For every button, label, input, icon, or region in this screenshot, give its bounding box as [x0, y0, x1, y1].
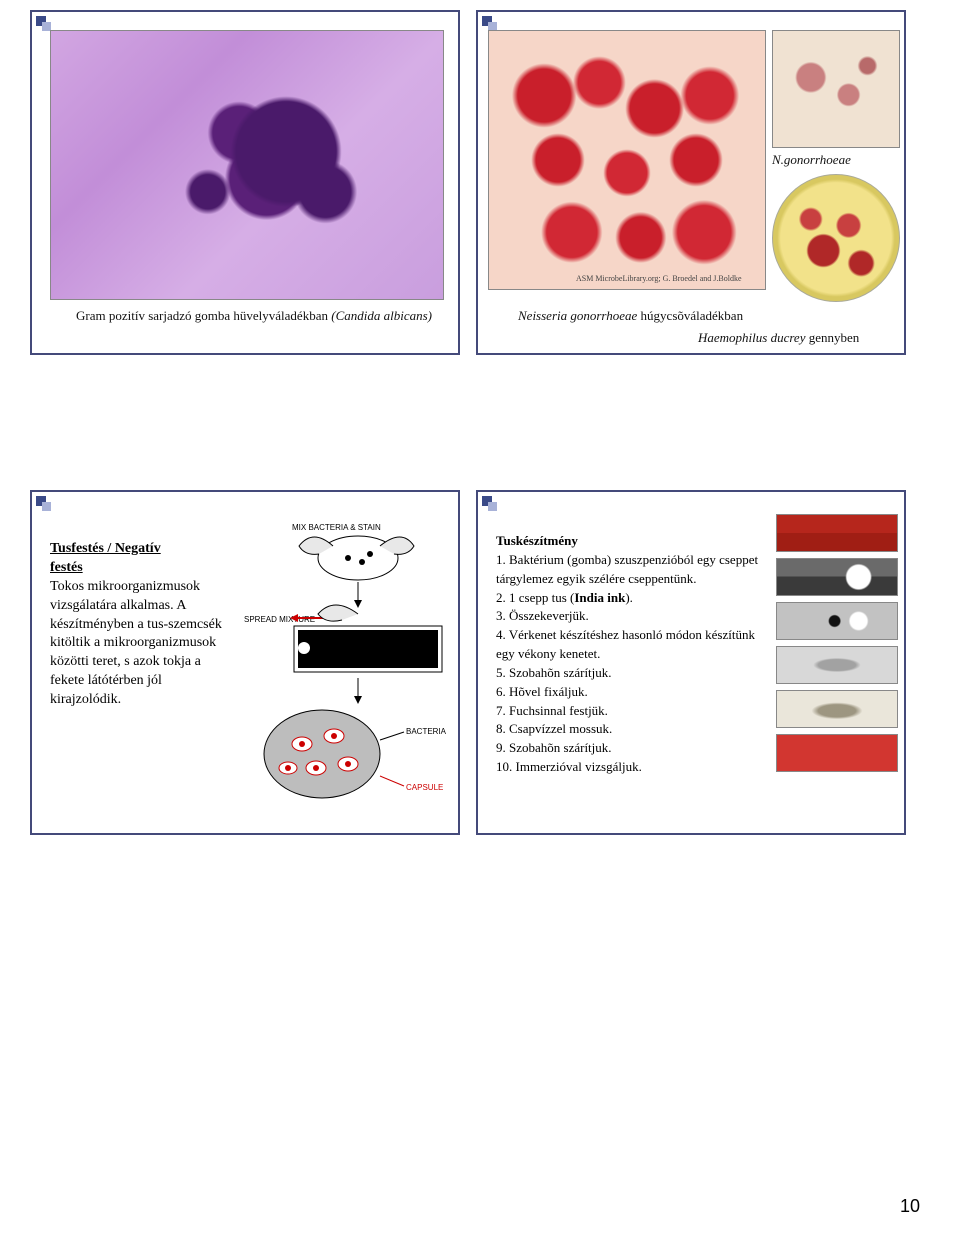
steps-heading: Tuskészítmény — [496, 533, 578, 548]
slide-bottom-left: Tusfestés / Negatív festés Tokos mikroor… — [30, 490, 460, 835]
thumb-2 — [776, 558, 898, 596]
step-7: 7. Fuchsinnal festjük. — [496, 703, 608, 718]
step-8: 8. Csapvízzel mossuk. — [496, 721, 612, 736]
step-9: 9. Szobahõn szárítjuk. — [496, 740, 612, 755]
image-credit: ASM MicrobeLibrary.org; G. Broedel and J… — [576, 274, 742, 283]
thumb-6 — [776, 734, 898, 772]
step-1: 1. Baktérium (gomba) szuszpenzióból egy … — [496, 552, 758, 586]
caption-italic: Haemophilus ducrey — [698, 330, 805, 345]
thumb-4 — [776, 646, 898, 684]
microscopy-small-top-image — [772, 30, 900, 148]
paragraph: Tokos mikroorganizmusok vizsgálatára alk… — [50, 579, 222, 707]
caption-rest: gennyben — [805, 330, 859, 345]
diagram-label-capsule: CAPSULE — [406, 783, 443, 792]
caption-rest: húgycsõváladékban — [637, 308, 743, 323]
slide-top-left: Gram pozitív sarjadzó gomba hüvelyváladé… — [30, 10, 460, 355]
corner-decoration — [36, 496, 54, 514]
caption-neisseria: Neisseria gonorrhoeae húgycsõváladékban — [518, 308, 778, 324]
ink-stain-diagram: MIX BACTERIA & STAIN SPREAD MIXTURE BACT… — [238, 518, 446, 818]
step-6: 6. Hõvel fixáljuk. — [496, 684, 588, 699]
step-4: 4. Vérkenet készítéshez hasonló módon ké… — [496, 627, 755, 661]
step-10: 10. Immerzióval vizsgáljuk. — [496, 759, 642, 774]
thumb-1 — [776, 514, 898, 552]
tuskeszitmeny-steps: Tuskészítmény 1. Baktérium (gomba) szusz… — [496, 532, 766, 777]
diagram-label-top: MIX BACTERIA & STAIN — [292, 523, 381, 532]
diagram-label-bacteria: BACTERIA — [406, 727, 446, 736]
caption-candida: Gram pozitív sarjadzó gomba hüvelyváladé… — [76, 308, 456, 324]
microscopy-haemophilus-image — [772, 174, 900, 302]
tusfestes-text-block: Tusfestés / Negatív festés Tokos mikroor… — [50, 540, 230, 710]
slide-bottom-right: Tuskészítmény 1. Baktérium (gomba) szusz… — [476, 490, 906, 835]
corner-decoration — [482, 496, 500, 514]
caption-italic: Neisseria gonorrhoeae — [518, 308, 637, 323]
diagram-label-spread: SPREAD MIXTURE — [244, 615, 315, 624]
caption-text: Gram pozitív sarjadzó gomba hüvelyváladé… — [76, 308, 331, 323]
thumb-3 — [776, 602, 898, 640]
heading-line1: Tusfestés / Negatív — [50, 541, 161, 556]
page-number: 10 — [900, 1196, 920, 1217]
heading-line2: festés — [50, 560, 83, 575]
slide-top-right: ASM MicrobeLibrary.org; G. Broedel and J… — [476, 10, 906, 355]
microscopy-candida-image — [50, 30, 444, 300]
organism-label: N.gonorrhoeae — [772, 152, 900, 168]
step-5: 5. Szobahõn szárítjuk. — [496, 665, 612, 680]
step-2: 2. 1 csepp tus (India ink). — [496, 590, 633, 605]
caption-haemophilus: Haemophilus ducrey gennyben — [698, 330, 918, 346]
microscopy-neisseria-image — [488, 30, 766, 290]
thumb-5 — [776, 690, 898, 728]
caption-italic: (Candida albicans) — [331, 308, 432, 323]
bold-india-ink: India ink — [574, 590, 625, 605]
step-3: 3. Összekeverjük. — [496, 608, 589, 623]
thumbnail-column — [776, 514, 898, 778]
